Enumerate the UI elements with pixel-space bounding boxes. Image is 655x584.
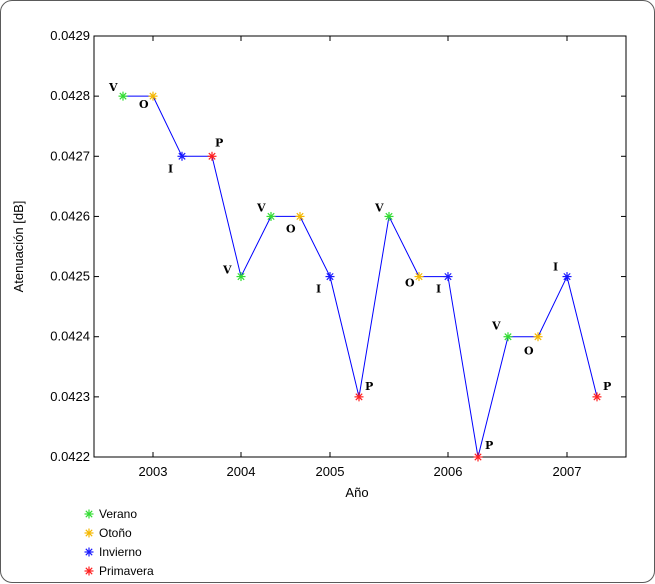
point-label: P: [365, 380, 373, 393]
marker-p: [207, 151, 217, 161]
point-label: O: [405, 277, 415, 290]
point-label: P: [485, 439, 493, 452]
marker-v: [266, 211, 276, 221]
point-label: P: [603, 380, 611, 393]
legend-marker: [84, 547, 94, 557]
marker-p: [473, 452, 483, 462]
x-tick-label: 2005: [316, 464, 345, 479]
point-label: O: [139, 98, 149, 111]
marker-o: [533, 332, 543, 342]
x-tick-label: 2003: [139, 464, 168, 479]
y-axis-label: Atenuación [dB]: [11, 201, 26, 293]
legend-marker: [84, 566, 94, 576]
marker-i: [443, 272, 453, 282]
point-label: I: [168, 162, 173, 175]
point-label: V: [374, 201, 384, 214]
point-label: V: [256, 201, 266, 214]
marker-v: [384, 211, 394, 221]
legend-entry: Verano: [99, 507, 137, 521]
marker-p: [354, 392, 364, 402]
y-tick-label: 0.0429: [50, 28, 90, 43]
y-tick-label: 0.0428: [50, 88, 90, 103]
point-label: V: [108, 81, 118, 94]
y-tick-label: 0.0427: [50, 148, 90, 163]
marker-v: [503, 332, 513, 342]
axes: [93, 35, 627, 458]
point-labels: V O I P V V O I P V O I P V O I P: [108, 81, 611, 452]
x-tick-label: 2004: [227, 464, 256, 479]
marker-i: [562, 272, 572, 282]
legend-marker: [84, 528, 94, 538]
point-label: V: [491, 320, 501, 333]
point-label: O: [286, 222, 296, 235]
y-tick-label: 0.0424: [50, 329, 90, 344]
data-markers: [118, 91, 602, 462]
point-label: V: [222, 264, 232, 277]
marker-i: [177, 151, 187, 161]
tick-labels: 0.0422 0.0423 0.0424 0.0425 0.0426 0.0427 0.04…: [50, 28, 581, 479]
marker-i: [325, 272, 335, 282]
marker-v: [118, 91, 128, 101]
legend-marker: [84, 509, 94, 519]
y-tick-label: 0.0425: [50, 269, 90, 284]
point-label: O: [524, 345, 534, 358]
point-label: I: [553, 261, 558, 274]
legend: Verano Otoño Invierno Primavera: [84, 507, 154, 578]
marker-o: [148, 91, 158, 101]
y-tick-label: 0.0423: [50, 389, 90, 404]
x-tick-label: 2006: [434, 464, 463, 479]
legend-entry: Primavera: [99, 564, 154, 578]
point-label: I: [436, 283, 441, 296]
x-axis-label: Año: [345, 485, 368, 500]
point-label: P: [215, 136, 223, 149]
y-tick-label: 0.0422: [50, 449, 90, 464]
x-tick-label: 2007: [553, 464, 582, 479]
marker-p: [592, 392, 602, 402]
marker-o: [414, 272, 424, 282]
plot-area: [93, 35, 627, 458]
point-label: I: [316, 283, 321, 296]
legend-entry: Invierno: [99, 545, 142, 559]
marker-v: [236, 272, 246, 282]
legend-entry: Otoño: [99, 526, 132, 540]
marker-o: [295, 211, 305, 221]
y-tick-label: 0.0426: [50, 208, 90, 223]
